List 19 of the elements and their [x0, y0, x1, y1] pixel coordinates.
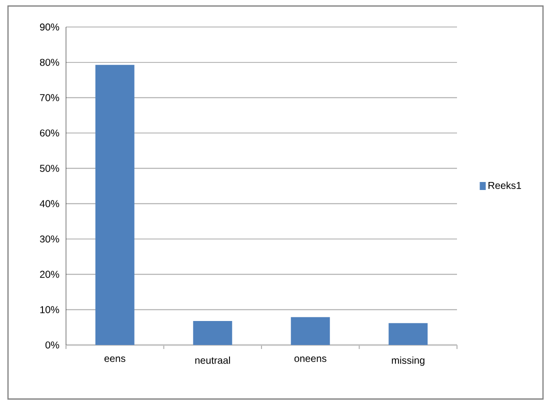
y-tick-label: 30% [40, 235, 60, 243]
bar [95, 64, 134, 345]
y-tick-label: 60% [40, 129, 60, 137]
y-tick-label: 40% [40, 200, 60, 208]
y-tick-label: 0% [45, 341, 60, 349]
y-tick-label: 70% [40, 94, 60, 102]
x-tick-label: eens [104, 356, 126, 362]
y-tick-label: 80% [40, 58, 60, 66]
x-tick-label: oneens [294, 356, 326, 362]
x-tick-label: neutraal [195, 356, 230, 364]
y-tick-label: 90% [40, 23, 60, 31]
y-tick-label: 10% [40, 306, 60, 314]
x-tick-label: missing [392, 356, 424, 366]
y-tick-label: 20% [40, 270, 60, 278]
y-tick-label: 50% [40, 164, 60, 172]
bar [193, 320, 232, 345]
legend-label: Reeks1 [488, 182, 522, 189]
bar [388, 323, 428, 345]
bar [290, 317, 330, 345]
